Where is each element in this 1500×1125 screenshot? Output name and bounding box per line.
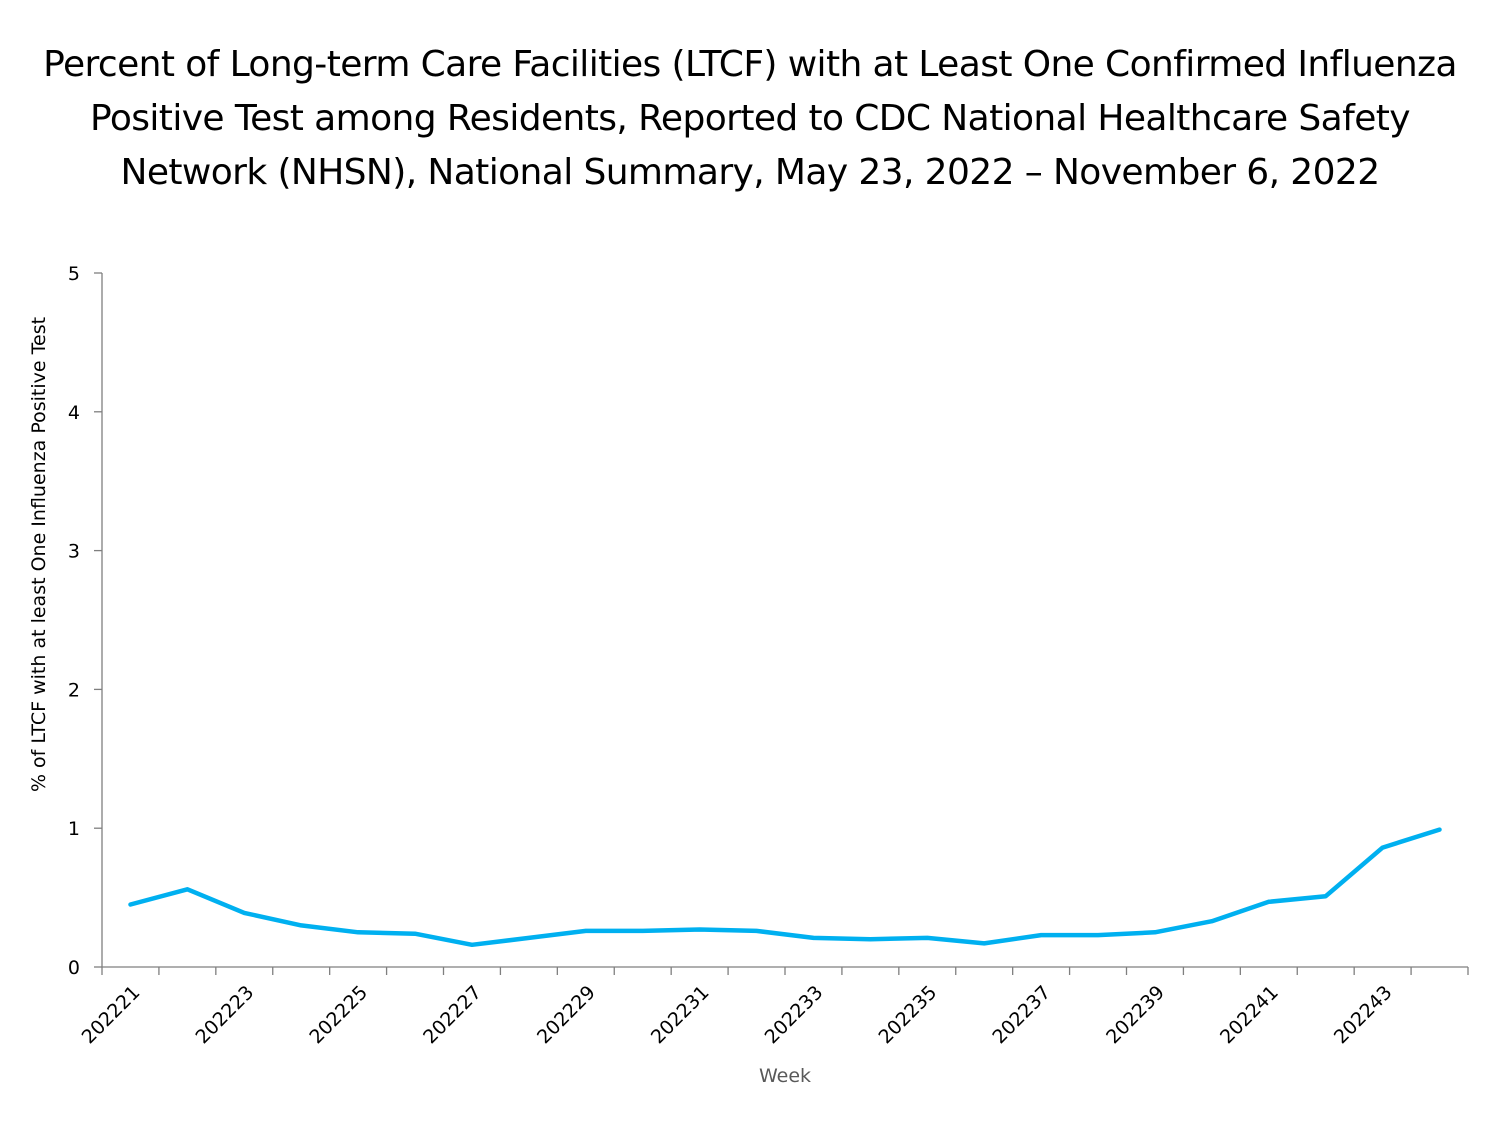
x-tick-label: 202221 [78, 981, 145, 1048]
x-tick-label: 202231 [647, 981, 714, 1048]
y-tick-label: 5 [68, 263, 80, 285]
y-tick-label: 2 [68, 679, 80, 701]
y-tick-label: 0 [68, 957, 80, 979]
chart-title-line-3: Network (NHSN), National Summary, May 23… [120, 152, 1380, 193]
chart-title-line-2: Positive Test among Residents, Reported … [90, 98, 1411, 139]
x-tick-label: 202243 [1330, 981, 1397, 1048]
series-group [128, 827, 1442, 948]
chart-title: Percent of Long-term Care Facilities (LT… [0, 38, 1500, 200]
x-tick-label: 202239 [1102, 981, 1169, 1048]
y-tick-label: 4 [68, 402, 80, 424]
y-tick-label: 3 [68, 541, 80, 563]
x-axis: 202221 202223 202225 202227 202229 202231 2022… [78, 966, 1469, 1048]
x-tick-label: 202229 [533, 981, 600, 1048]
x-tick-label: 202223 [191, 981, 258, 1048]
chart-title-line-1: Percent of Long-term Care Facilities (LT… [43, 44, 1457, 85]
x-tick-label: 202233 [761, 981, 828, 1048]
x-axis-title: Week [759, 1065, 811, 1087]
series-line [128, 827, 1442, 948]
x-tick-label: 202241 [1216, 981, 1283, 1048]
x-tick-label: 202237 [988, 981, 1055, 1048]
x-tick-label: 202235 [874, 981, 941, 1048]
x-tick-label: 202227 [419, 981, 486, 1048]
y-tick-label: 1 [68, 818, 80, 840]
y-axis: 0 1 2 3 4 5 [68, 263, 103, 979]
y-axis-title: % of LTCF with at least One Influenza Po… [28, 317, 50, 792]
x-tick-label: 202225 [305, 981, 372, 1048]
